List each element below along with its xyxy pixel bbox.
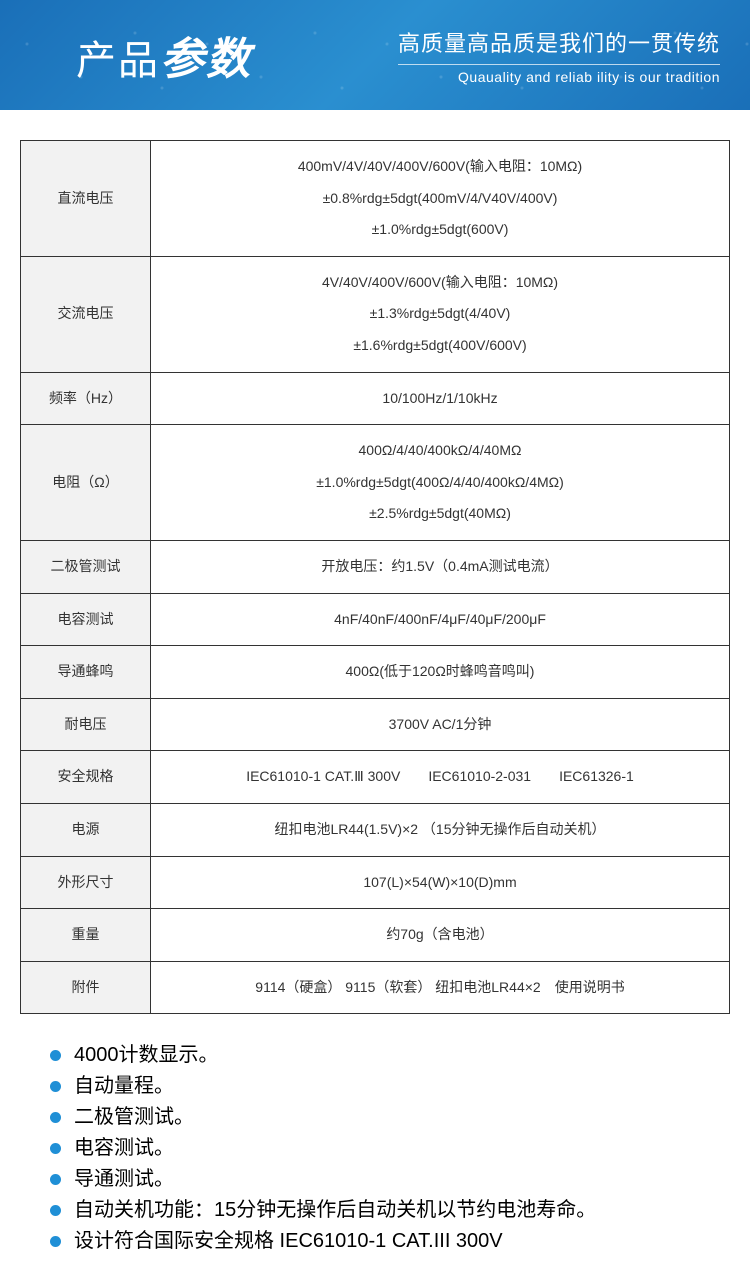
feature-item: 电容测试。	[50, 1133, 730, 1164]
spec-value-line: 400Ω(低于120Ω时蜂鸣音鸣叫)	[159, 656, 721, 688]
spec-label: 交流电压	[21, 256, 151, 372]
feature-item: 设计符合国际安全规格 IEC61010-1 CAT.III 300V	[50, 1226, 730, 1257]
spec-value: 107(L)×54(W)×10(D)mm	[151, 856, 730, 909]
spec-value-line: ±1.6%rdg±5dgt(400V/600V)	[159, 330, 721, 362]
spec-value-line: ±2.5%rdg±5dgt(40MΩ)	[159, 498, 721, 530]
spec-value: 9114（硬盒） 9115（软套） 纽扣电池LR44×2 使用说明书	[151, 961, 730, 1014]
header-subtitle: 高质量高品质是我们的一贯传统 Quauality and reliab ilit…	[398, 26, 720, 85]
spec-value-line: 4nF/40nF/400nF/4μF/40μF/200μF	[159, 604, 721, 636]
spec-value-line: 纽扣电池LR44(1.5V)×2 （15分钟无操作后自动关机）	[159, 814, 721, 846]
spec-value-line: 3700V AC/1分钟	[159, 709, 721, 741]
feature-item: 4000计数显示。	[50, 1040, 730, 1071]
spec-value-line: 9114（硬盒） 9115（软套） 纽扣电池LR44×2 使用说明书	[159, 972, 721, 1004]
spec-value-line: 10/100Hz/1/10kHz	[159, 383, 721, 415]
header-title-part2: 参数	[160, 23, 252, 87]
spec-value-line: ±1.0%rdg±5dgt(600V)	[159, 214, 721, 246]
header-title-part1: 产品	[76, 28, 160, 86]
spec-label: 电源	[21, 803, 151, 856]
spec-label: 导通蜂鸣	[21, 646, 151, 699]
features-list: 4000计数显示。自动量程。二极管测试。电容测试。导通测试。自动关机功能：15分…	[50, 1040, 730, 1257]
spec-value: 400Ω(低于120Ω时蜂鸣音鸣叫)	[151, 646, 730, 699]
spec-label: 外形尺寸	[21, 856, 151, 909]
spec-value: 400mV/4V/40V/400V/600V(输入电阻：10MΩ)±0.8%rd…	[151, 141, 730, 257]
table-row: 外形尺寸107(L)×54(W)×10(D)mm	[21, 856, 730, 909]
table-row: 重量约70g（含电池）	[21, 909, 730, 962]
spec-value: 4V/40V/400V/600V(输入电阻：10MΩ)±1.3%rdg±5dgt…	[151, 256, 730, 372]
spec-label: 电容测试	[21, 593, 151, 646]
table-row: 电阻（Ω）400Ω/4/40/400kΩ/4/40MΩ±1.0%rdg±5dgt…	[21, 425, 730, 541]
spec-value-line: 开放电压：约1.5V（0.4mA测试电流）	[159, 551, 721, 583]
header-subtitle-en: Quauality and reliab ility is our tradit…	[398, 69, 720, 85]
feature-item: 导通测试。	[50, 1164, 730, 1195]
spec-value-line: 约70g（含电池）	[159, 919, 721, 951]
spec-value: 400Ω/4/40/400kΩ/4/40MΩ±1.0%rdg±5dgt(400Ω…	[151, 425, 730, 541]
table-row: 附件9114（硬盒） 9115（软套） 纽扣电池LR44×2 使用说明书	[21, 961, 730, 1014]
spec-value: 4nF/40nF/400nF/4μF/40μF/200μF	[151, 593, 730, 646]
spec-label: 安全规格	[21, 751, 151, 804]
table-row: 电容测试4nF/40nF/400nF/4μF/40μF/200μF	[21, 593, 730, 646]
table-row: 直流电压400mV/4V/40V/400V/600V(输入电阻：10MΩ)±0.…	[21, 141, 730, 257]
table-row: 交流电压4V/40V/400V/600V(输入电阻：10MΩ)±1.3%rdg±…	[21, 256, 730, 372]
spec-value: 纽扣电池LR44(1.5V)×2 （15分钟无操作后自动关机）	[151, 803, 730, 856]
spec-label: 二极管测试	[21, 540, 151, 593]
spec-value: IEC61010-1 CAT.Ⅲ 300V IEC61010-2-031 IEC…	[151, 751, 730, 804]
table-row: 耐电压3700V AC/1分钟	[21, 698, 730, 751]
table-row: 导通蜂鸣400Ω(低于120Ω时蜂鸣音鸣叫)	[21, 646, 730, 699]
spec-label: 重量	[21, 909, 151, 962]
spec-label: 直流电压	[21, 141, 151, 257]
spec-value-line: 400mV/4V/40V/400V/600V(输入电阻：10MΩ)	[159, 151, 721, 183]
spec-label: 电阻（Ω）	[21, 425, 151, 541]
spec-label: 附件	[21, 961, 151, 1014]
spec-value-line: 107(L)×54(W)×10(D)mm	[159, 867, 721, 899]
spec-label: 耐电压	[21, 698, 151, 751]
spec-table: 直流电压400mV/4V/40V/400V/600V(输入电阻：10MΩ)±0.…	[20, 140, 730, 1014]
spec-value: 开放电压：约1.5V（0.4mA测试电流）	[151, 540, 730, 593]
spec-value-line: IEC61010-1 CAT.Ⅲ 300V IEC61010-2-031 IEC…	[159, 761, 721, 793]
table-row: 电源纽扣电池LR44(1.5V)×2 （15分钟无操作后自动关机）	[21, 803, 730, 856]
feature-item: 自动量程。	[50, 1071, 730, 1102]
table-row: 二极管测试开放电压：约1.5V（0.4mA测试电流）	[21, 540, 730, 593]
table-row: 安全规格IEC61010-1 CAT.Ⅲ 300V IEC61010-2-031…	[21, 751, 730, 804]
feature-item: 二极管测试。	[50, 1102, 730, 1133]
table-row: 频率（Hz）10/100Hz/1/10kHz	[21, 372, 730, 425]
spec-value: 3700V AC/1分钟	[151, 698, 730, 751]
spec-label: 频率（Hz）	[21, 372, 151, 425]
header-subtitle-cn: 高质量高品质是我们的一贯传统	[398, 26, 720, 58]
header-banner: 产品 参数 高质量高品质是我们的一贯传统 Quauality and relia…	[0, 0, 750, 110]
header-title: 产品 参数	[76, 23, 252, 87]
spec-value-line: 4V/40V/400V/600V(输入电阻：10MΩ)	[159, 267, 721, 299]
spec-value-line: ±1.0%rdg±5dgt(400Ω/4/40/400kΩ/4MΩ)	[159, 467, 721, 499]
spec-value: 约70g（含电池）	[151, 909, 730, 962]
spec-value-line: 400Ω/4/40/400kΩ/4/40MΩ	[159, 435, 721, 467]
header-subtitle-divider	[398, 64, 720, 65]
spec-value-line: ±1.3%rdg±5dgt(4/40V)	[159, 298, 721, 330]
spec-value-line: ±0.8%rdg±5dgt(400mV/4/V40V/400V)	[159, 183, 721, 215]
spec-value: 10/100Hz/1/10kHz	[151, 372, 730, 425]
feature-item: 自动关机功能：15分钟无操作后自动关机以节约电池寿命。	[50, 1195, 730, 1226]
